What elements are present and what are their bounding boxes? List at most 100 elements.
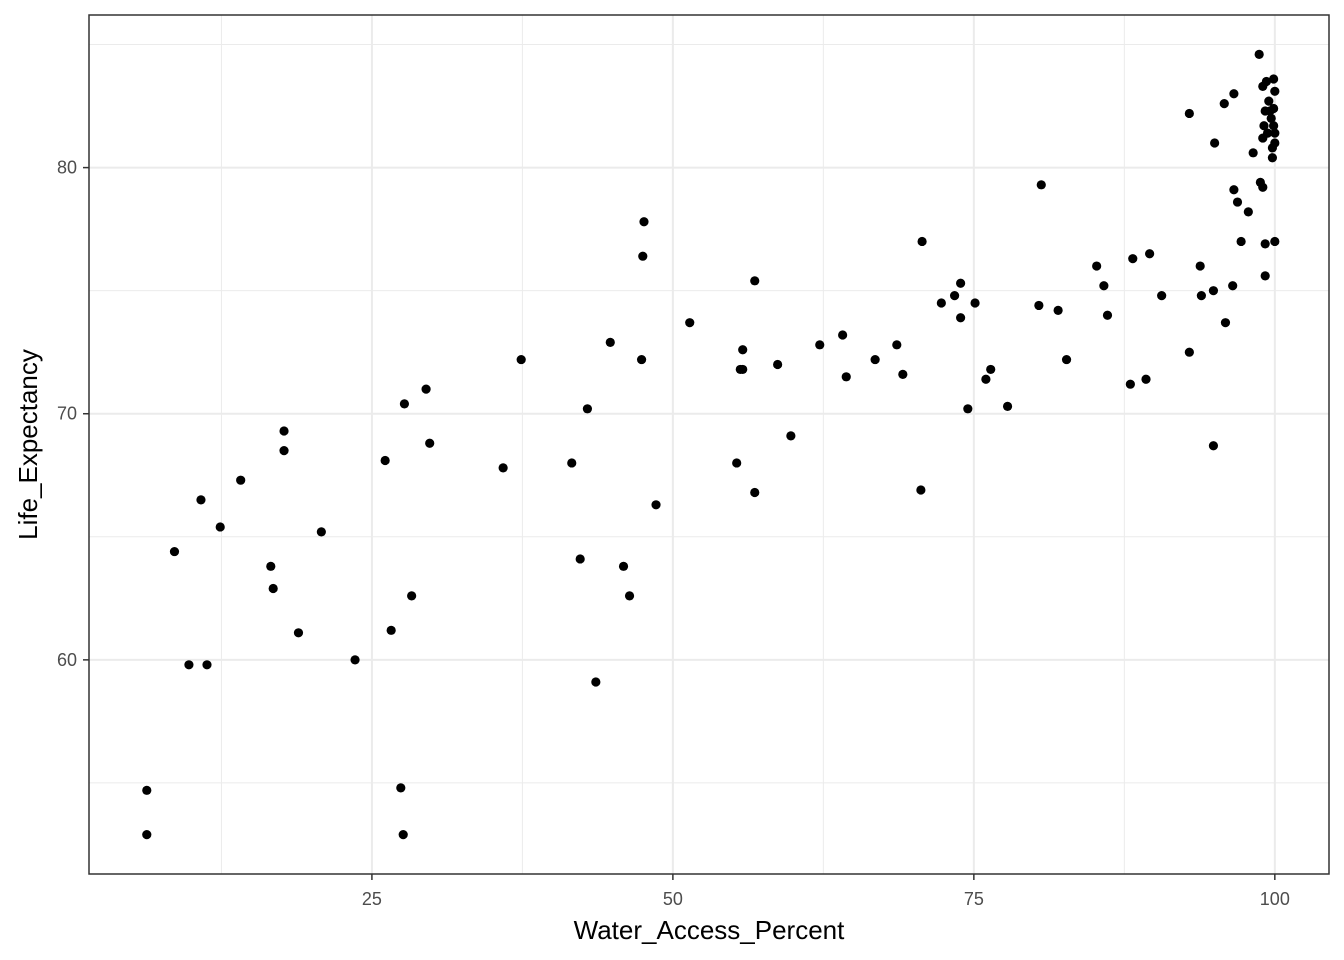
data-point xyxy=(396,783,406,793)
data-point xyxy=(1036,180,1046,190)
data-point xyxy=(1248,148,1258,158)
data-point xyxy=(1219,99,1229,109)
data-point xyxy=(1269,121,1279,131)
data-point xyxy=(386,625,396,635)
data-point xyxy=(399,399,410,409)
data-point xyxy=(516,354,526,365)
data-point xyxy=(1267,153,1278,163)
grid-lines xyxy=(89,15,1329,874)
data-point xyxy=(870,354,880,365)
data-point xyxy=(1243,207,1253,217)
data-point xyxy=(1141,374,1151,384)
data-point xyxy=(1195,261,1205,271)
data-point xyxy=(421,384,431,394)
data-point xyxy=(963,404,973,414)
data-point xyxy=(981,374,991,384)
data-point xyxy=(1269,103,1279,114)
data-point xyxy=(1099,281,1109,291)
data-point xyxy=(970,298,980,308)
data-point xyxy=(838,330,848,340)
data-point xyxy=(1228,281,1238,291)
y-axis: 60 70 80 xyxy=(57,158,89,670)
data-point xyxy=(685,318,695,328)
data-point xyxy=(1125,379,1135,389)
data-point xyxy=(350,655,360,665)
data-point xyxy=(732,458,742,468)
data-point xyxy=(956,313,966,323)
data-point xyxy=(1184,108,1194,119)
data-point xyxy=(215,522,225,532)
x-tick-label: 100 xyxy=(1260,889,1290,909)
data-point xyxy=(1258,182,1268,192)
data-point xyxy=(567,458,577,468)
data-point xyxy=(750,276,760,286)
data-point xyxy=(651,500,661,510)
data-point xyxy=(1259,121,1269,131)
data-point xyxy=(582,404,593,414)
data-point xyxy=(1260,271,1270,281)
data-point xyxy=(293,628,304,638)
data-point xyxy=(380,455,390,466)
data-point xyxy=(892,340,902,350)
data-point xyxy=(1210,138,1220,148)
data-point xyxy=(936,298,946,308)
data-point xyxy=(1034,300,1044,311)
data-point xyxy=(1102,310,1113,320)
data-point xyxy=(1261,76,1271,87)
x-tick-label: 50 xyxy=(663,889,683,909)
data-point xyxy=(196,495,206,505)
data-point xyxy=(279,426,289,436)
data-point xyxy=(591,677,601,687)
data-point xyxy=(575,554,585,564)
data-point xyxy=(1269,74,1279,84)
data-points xyxy=(142,49,1280,840)
data-point xyxy=(815,340,825,350)
data-point xyxy=(786,431,796,441)
data-point xyxy=(949,290,960,301)
data-point xyxy=(398,830,408,840)
data-point xyxy=(1266,113,1276,123)
data-point xyxy=(1053,305,1063,315)
data-point xyxy=(236,475,246,485)
data-point xyxy=(1270,138,1280,148)
data-point xyxy=(142,830,152,840)
data-point xyxy=(1208,286,1219,296)
data-point xyxy=(986,364,996,375)
y-tick-label: 70 xyxy=(57,404,77,424)
data-point xyxy=(1270,86,1280,96)
data-point xyxy=(750,487,760,498)
data-point xyxy=(773,359,783,370)
data-point xyxy=(202,660,212,670)
data-point xyxy=(1220,318,1231,328)
data-point xyxy=(425,438,435,448)
data-point xyxy=(618,561,629,571)
data-point xyxy=(279,446,289,456)
data-point xyxy=(1229,89,1239,99)
data-point xyxy=(316,527,326,537)
x-axis: 25 50 75 100 xyxy=(362,874,1290,909)
data-point xyxy=(1270,128,1280,138)
data-point xyxy=(1229,185,1239,195)
data-point xyxy=(169,546,180,557)
panel-border xyxy=(88,14,1330,875)
data-point xyxy=(266,561,276,571)
data-point xyxy=(1208,441,1219,451)
data-point xyxy=(142,785,152,795)
y-axis-title: Life_Expectancy xyxy=(13,349,43,540)
data-point xyxy=(916,485,926,495)
data-point xyxy=(636,354,647,365)
data-point xyxy=(1263,128,1273,138)
data-point xyxy=(1184,347,1194,357)
data-point xyxy=(624,591,635,601)
y-tick-label: 80 xyxy=(57,158,77,178)
data-point xyxy=(1260,239,1270,249)
data-point xyxy=(498,463,508,473)
data-point xyxy=(738,345,748,355)
data-point xyxy=(1092,261,1102,271)
data-point xyxy=(1157,290,1167,301)
x-tick-label: 25 xyxy=(362,889,382,909)
data-point xyxy=(1264,96,1274,106)
data-point xyxy=(738,364,748,375)
data-point xyxy=(1196,290,1206,301)
data-point xyxy=(1270,236,1280,247)
